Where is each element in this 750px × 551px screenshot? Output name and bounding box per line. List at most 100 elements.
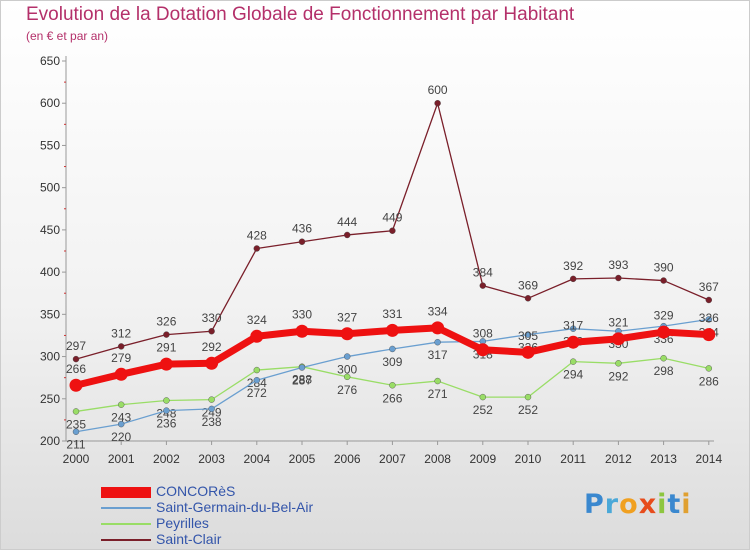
data-point-concor-s — [205, 356, 219, 370]
data-point-saint-clair — [570, 275, 577, 283]
data-point-saint-germain-du-bel-air — [434, 339, 441, 346]
x-tick-label: 2011 — [560, 452, 586, 466]
logo-letter: i — [681, 489, 692, 520]
data-label-saint-germain-du-bel-air: 238 — [202, 415, 222, 429]
data-point-saint-clair — [208, 328, 215, 335]
data-point-concor-s — [295, 324, 309, 338]
data-label-concor-s: 324 — [247, 313, 267, 327]
y-tick-label: 300 — [40, 350, 60, 364]
data-point-saint-germain-du-bel-air — [208, 405, 215, 413]
data-point-concor-s — [476, 343, 490, 357]
data-label-saint-germain-du-bel-air: 272 — [247, 386, 267, 400]
logo-letter: t — [667, 489, 682, 520]
logo-letter: P — [584, 489, 605, 520]
x-tick-label: 2005 — [289, 452, 316, 466]
x-tick-label: 2006 — [334, 452, 361, 466]
data-point-saint-clair — [705, 296, 712, 304]
data-point-peyrilles — [524, 393, 532, 401]
proxiti-logo: Proxiti — [584, 489, 692, 520]
data-label-saint-clair: 326 — [156, 315, 176, 329]
data-label-saint-germain-du-bel-air: 220 — [111, 430, 131, 444]
data-point-saint-clair — [298, 238, 306, 245]
data-point-saint-clair — [389, 227, 396, 234]
data-point-concor-s — [521, 345, 535, 359]
data-point-concor-s — [385, 323, 399, 337]
data-label-concor-s: 292 — [202, 340, 222, 354]
legend-swatch-saint-clair — [101, 539, 151, 541]
data-point-concor-s — [114, 367, 128, 381]
x-tick-label: 2013 — [650, 452, 677, 466]
data-point-saint-germain-du-bel-air — [344, 353, 351, 360]
x-tick-label: 2002 — [153, 452, 180, 466]
data-point-saint-germain-du-bel-air — [524, 331, 532, 338]
data-label-saint-clair: 312 — [111, 326, 131, 340]
data-point-saint-clair — [163, 331, 170, 338]
data-label-saint-germain-du-bel-air: 309 — [382, 355, 402, 369]
data-point-saint-germain-du-bel-air — [117, 420, 125, 428]
data-point-concor-s — [657, 325, 671, 339]
y-tick-label: 650 — [40, 54, 60, 68]
data-label-saint-clair: 393 — [608, 258, 628, 272]
legend-label-concores: CONCORèS — [156, 483, 236, 499]
data-label-concor-s: 334 — [428, 304, 448, 318]
x-tick-label: 2007 — [379, 452, 406, 466]
legend-label-saint-clair: Saint-Clair — [156, 531, 222, 547]
legend-label-peyrilles: Peyrilles — [156, 515, 209, 531]
data-label-concor-s: 327 — [337, 310, 357, 324]
data-label-saint-clair: 369 — [518, 278, 538, 292]
data-label-peyrilles: 252 — [518, 403, 538, 417]
data-point-peyrilles — [570, 358, 577, 365]
data-point-saint-clair — [117, 343, 125, 350]
data-label-peyrilles: 243 — [111, 411, 131, 425]
data-point-concor-s — [566, 335, 580, 349]
y-tick-label: 500 — [40, 181, 60, 195]
data-point-saint-germain-du-bel-air — [72, 428, 80, 435]
data-label-saint-clair: 390 — [654, 261, 674, 275]
y-tick-label: 400 — [40, 265, 60, 279]
data-point-peyrilles — [479, 393, 486, 401]
data-point-peyrilles — [72, 408, 80, 415]
data-label-saint-germain-du-bel-air: 287 — [292, 374, 312, 388]
data-point-saint-clair — [253, 245, 261, 252]
logo-letter: i — [657, 489, 668, 520]
data-label-peyrilles: 292 — [608, 369, 628, 383]
data-label-saint-clair: 600 — [428, 83, 448, 97]
data-label-peyrilles: 235 — [66, 417, 86, 431]
data-label-saint-clair: 436 — [292, 222, 312, 236]
logo-letter: x — [638, 489, 658, 520]
data-point-saint-clair — [72, 355, 80, 363]
data-point-peyrilles — [660, 355, 667, 362]
data-label-concor-s: 279 — [111, 351, 131, 365]
data-point-concor-s — [340, 327, 354, 341]
data-label-peyrilles: 252 — [473, 403, 493, 417]
data-point-peyrilles — [615, 360, 622, 367]
data-point-peyrilles — [253, 366, 261, 374]
data-label-concor-s: 321 — [608, 315, 628, 329]
data-point-saint-germain-du-bel-air — [570, 325, 577, 332]
data-point-concor-s — [250, 329, 264, 343]
data-label-peyrilles: 286 — [699, 374, 719, 388]
chart-subtitle: (en € et par an) — [26, 29, 109, 43]
data-label-saint-germain-du-bel-air: 211 — [66, 438, 85, 452]
data-label-saint-germain-du-bel-air: 317 — [428, 348, 448, 362]
data-label-saint-clair: 330 — [202, 311, 222, 325]
data-point-saint-clair — [344, 231, 351, 239]
y-tick-label: 200 — [40, 434, 60, 448]
x-tick-label: 2004 — [243, 452, 270, 466]
data-label-concor-s: 305 — [518, 329, 538, 343]
data-point-peyrilles — [389, 382, 396, 389]
data-point-saint-germain-du-bel-air — [389, 345, 396, 353]
data-label-concor-s: 317 — [563, 319, 583, 333]
data-point-saint-clair — [434, 100, 441, 107]
data-label-saint-clair: 384 — [473, 266, 493, 280]
y-tick-label: 600 — [40, 96, 60, 110]
x-tick-label: 2010 — [515, 452, 542, 466]
data-label-concor-s: 329 — [654, 309, 674, 323]
data-label-saint-clair: 297 — [66, 339, 86, 353]
x-tick-label: 2000 — [63, 452, 90, 466]
x-tick-label: 2009 — [469, 452, 496, 466]
y-tick-label: 250 — [40, 392, 60, 406]
data-point-concor-s — [69, 378, 83, 392]
data-label-saint-clair: 428 — [247, 228, 267, 242]
